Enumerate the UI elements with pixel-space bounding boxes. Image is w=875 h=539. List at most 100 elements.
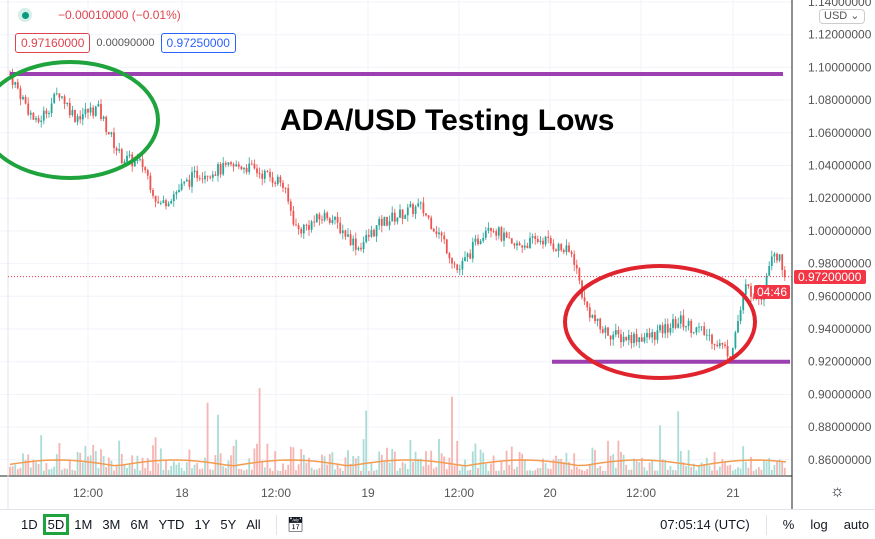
candle-body [357, 247, 360, 250]
candle-body [534, 236, 537, 239]
candle-body [263, 170, 266, 179]
price-tick: 1.00000000 [808, 224, 872, 238]
volume-bar [614, 467, 617, 475]
candle-body [175, 191, 178, 195]
volume-bar [513, 468, 516, 475]
candle-body [45, 110, 48, 114]
volume-bar [53, 466, 56, 475]
candle-body [61, 96, 63, 98]
candle-body [625, 336, 628, 341]
range-5y[interactable]: 5Y [220, 517, 237, 532]
candle-body [115, 148, 118, 151]
log-toggle[interactable]: log [810, 517, 828, 532]
volume-bar [607, 440, 609, 475]
price-chart[interactable]: 1.14000000 1.12000000 1.10000000 1.08000000… [0, 0, 875, 509]
candle-body [370, 229, 373, 237]
volume-bar [209, 469, 212, 475]
volume-bar [757, 467, 760, 475]
volume-bar [594, 450, 596, 475]
range-ytd[interactable]: YTD [158, 517, 185, 532]
volume-bar [334, 469, 336, 475]
candle-body [354, 238, 357, 250]
candle-body [120, 149, 123, 164]
candle-body [339, 222, 342, 234]
volume-bar [469, 469, 472, 475]
candle-body [29, 112, 32, 115]
volume-bar [599, 466, 602, 475]
volume-bar [105, 466, 108, 475]
candle-body [734, 332, 737, 348]
volume-bar [79, 452, 82, 475]
candle-body [690, 320, 693, 334]
candle-body [747, 284, 750, 287]
volume-bar [66, 468, 69, 475]
volume-bar [393, 451, 396, 475]
candle-body [555, 249, 557, 251]
auto-toggle[interactable]: auto [843, 517, 869, 532]
candle-body [718, 343, 721, 347]
price-tick: 0.88000000 [808, 420, 872, 434]
range-3m[interactable]: 3M [102, 517, 121, 532]
candle-body [656, 330, 659, 340]
candle-body [739, 310, 742, 322]
candle-body [409, 204, 412, 208]
range-1m[interactable]: 1M [74, 517, 93, 532]
volume-bar [518, 451, 521, 475]
volume-bar [9, 466, 11, 475]
candle-body [196, 170, 199, 179]
range-all[interactable]: All [246, 517, 261, 532]
gear-icon[interactable]: ☼ [830, 483, 845, 500]
candle-body [601, 329, 604, 333]
candle-body [66, 102, 69, 104]
volume-bar [347, 450, 349, 475]
volume-bar [622, 454, 625, 475]
price-tick: 1.14000000 [808, 0, 872, 9]
volume-bar [191, 468, 193, 475]
sell-button[interactable]: 0.97160000 [15, 33, 91, 53]
candle-body [308, 225, 310, 230]
candle-body [643, 337, 646, 342]
candle-body [204, 175, 206, 180]
range-5d[interactable]: 5D [42, 514, 70, 535]
volume-bar [261, 460, 264, 475]
candle-body [529, 237, 531, 249]
volume-bar [284, 469, 287, 475]
range-1d[interactable]: 1D [21, 517, 38, 532]
candle-body [425, 213, 427, 216]
volume-bar [651, 459, 654, 475]
buy-button[interactable]: 0.97250000 [160, 33, 236, 53]
candle-body [677, 323, 680, 328]
percent-toggle[interactable]: % [782, 517, 795, 532]
volume-bar [29, 467, 32, 475]
candle-body [622, 336, 625, 343]
candle-body [562, 250, 565, 253]
candle-body [570, 251, 573, 255]
range-1y[interactable]: 1Y [194, 517, 211, 532]
candle-body [536, 238, 539, 242]
candle-body [586, 301, 589, 308]
candle-body [661, 325, 664, 334]
candle-body [334, 216, 336, 220]
candle-body [167, 203, 170, 207]
range-6m[interactable]: 6M [130, 517, 149, 532]
candle-body [609, 335, 612, 340]
volume-bar [716, 470, 719, 475]
candle-body [71, 110, 74, 116]
volume-bar [245, 469, 248, 475]
currency-select[interactable]: USD ⌄ [819, 9, 865, 24]
volume-bar [635, 460, 638, 475]
candle-body [682, 315, 685, 328]
volume-bar [170, 465, 173, 475]
volume-bar [484, 463, 487, 475]
candle-body [170, 201, 173, 204]
volume-bar [126, 467, 128, 475]
volume-bar [425, 451, 427, 475]
volume-bar [165, 459, 167, 475]
candle-body [458, 269, 461, 271]
volume-bar [409, 439, 412, 475]
candle-body [635, 333, 638, 343]
candle-body [721, 343, 724, 345]
candle-body [783, 270, 786, 278]
calendar-arrow-icon[interactable]: 📅︎ [286, 516, 305, 532]
candle-body [22, 96, 24, 100]
